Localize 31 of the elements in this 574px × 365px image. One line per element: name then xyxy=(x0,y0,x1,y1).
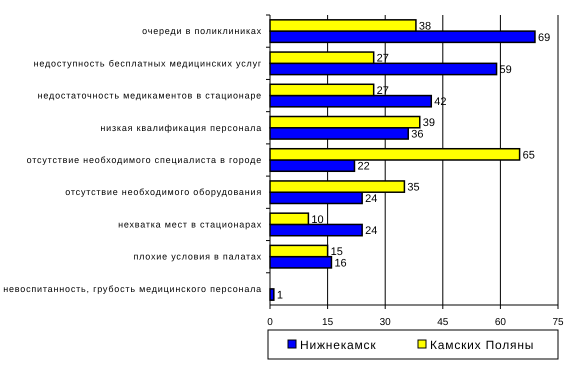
y-tick-label: очереди в поликлиниках xyxy=(142,26,262,36)
data-label: 69 xyxy=(538,32,550,44)
legend-label: Нижнекамск xyxy=(300,338,376,352)
x-tick-label: 60 xyxy=(494,317,506,328)
data-label: 36 xyxy=(411,128,424,140)
y-tick-label: нехватка мест в стационарах xyxy=(118,219,262,230)
data-label: 35 xyxy=(407,182,420,194)
data-label: 24 xyxy=(365,192,378,205)
data-label: 38 xyxy=(418,20,432,32)
x-tick-label: 15 xyxy=(322,317,334,328)
x-tick-label: 75 xyxy=(552,317,564,328)
data-label: 22 xyxy=(357,160,370,173)
y-tick-label: низкая квалификация персонала xyxy=(100,122,262,133)
data-label: 1 xyxy=(276,290,283,302)
y-tick-label: недоступность бесплатных медицинских услуг xyxy=(34,58,262,68)
x-tick-label: 30 xyxy=(380,317,392,328)
y-tick-label: отсутствие необходимого оборудования xyxy=(65,187,262,198)
data-label: 24 xyxy=(365,225,378,238)
legend-label: Камских Поляны xyxy=(430,338,534,352)
y-tick-label: плохие условия в палатах xyxy=(133,252,262,262)
data-label: 39 xyxy=(422,117,436,130)
y-tick-label: отсутствие необходимого специалиста в городе xyxy=(26,155,262,165)
data-label: 65 xyxy=(522,149,535,162)
y-tick-label: невоспитанность, грубость медицинского персонала xyxy=(3,284,262,294)
y-tick-label: недостаточность медикаментов в стационаре xyxy=(38,90,262,101)
x-tick-label: 0 xyxy=(267,317,274,328)
data-label: 15 xyxy=(330,246,343,258)
data-label: 16 xyxy=(334,257,347,270)
data-label: 10 xyxy=(311,214,324,226)
bar xyxy=(269,288,275,301)
x-tick-label: 45 xyxy=(437,317,449,328)
